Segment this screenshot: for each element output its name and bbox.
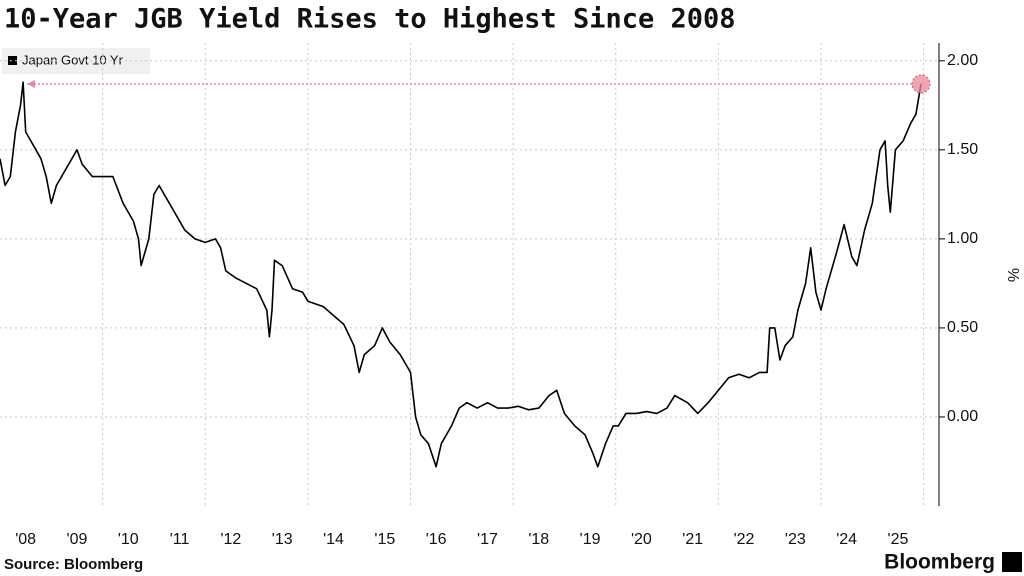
x-tick-label: '11 [170,531,190,548]
x-tick-label: '20 [631,531,652,548]
legend-swatch [8,56,17,65]
x-tick-label: '22 [734,531,755,548]
source: Source: Bloomberg [4,556,143,573]
x-tick-label: '17 [477,531,498,548]
x-tick-label: '25 [888,531,909,548]
x-tick-label: '18 [528,531,549,548]
x-tick-label: '19 [580,531,601,548]
x-tick-label: '14 [323,531,344,548]
x-tick-label: '24 [836,531,857,548]
x-tick-label: '15 [374,531,395,548]
series-line [0,81,922,468]
y-tick-label: 0.50 [947,319,978,336]
highlight-arrow-head [27,79,36,88]
y-tick-label: 0.00 [947,408,978,425]
y-tick-label: 1.50 [947,141,978,158]
brand: Bloomberg [884,551,995,574]
x-tick-label: '12 [220,531,241,548]
x-tick-label: '10 [118,531,139,548]
x-tick-label: '13 [272,531,293,548]
x-tick-label: '21 [682,531,703,548]
brand-icon [1002,552,1022,572]
highlight-point [911,74,931,94]
legend-label: Japan Govt 10 Yr [22,52,124,67]
x-tick-label: '09 [67,531,88,548]
y-axis-label: % [1004,268,1021,282]
x-tick-label: '16 [426,531,447,548]
x-tick-label: '08 [15,531,36,548]
x-tick-label: '23 [785,531,806,548]
y-tick-label: 2.00 [947,52,978,69]
y-tick-label: 1.00 [947,230,978,247]
chart-title: 10-Year JGB Yield Rises to Highest Since… [4,4,736,35]
